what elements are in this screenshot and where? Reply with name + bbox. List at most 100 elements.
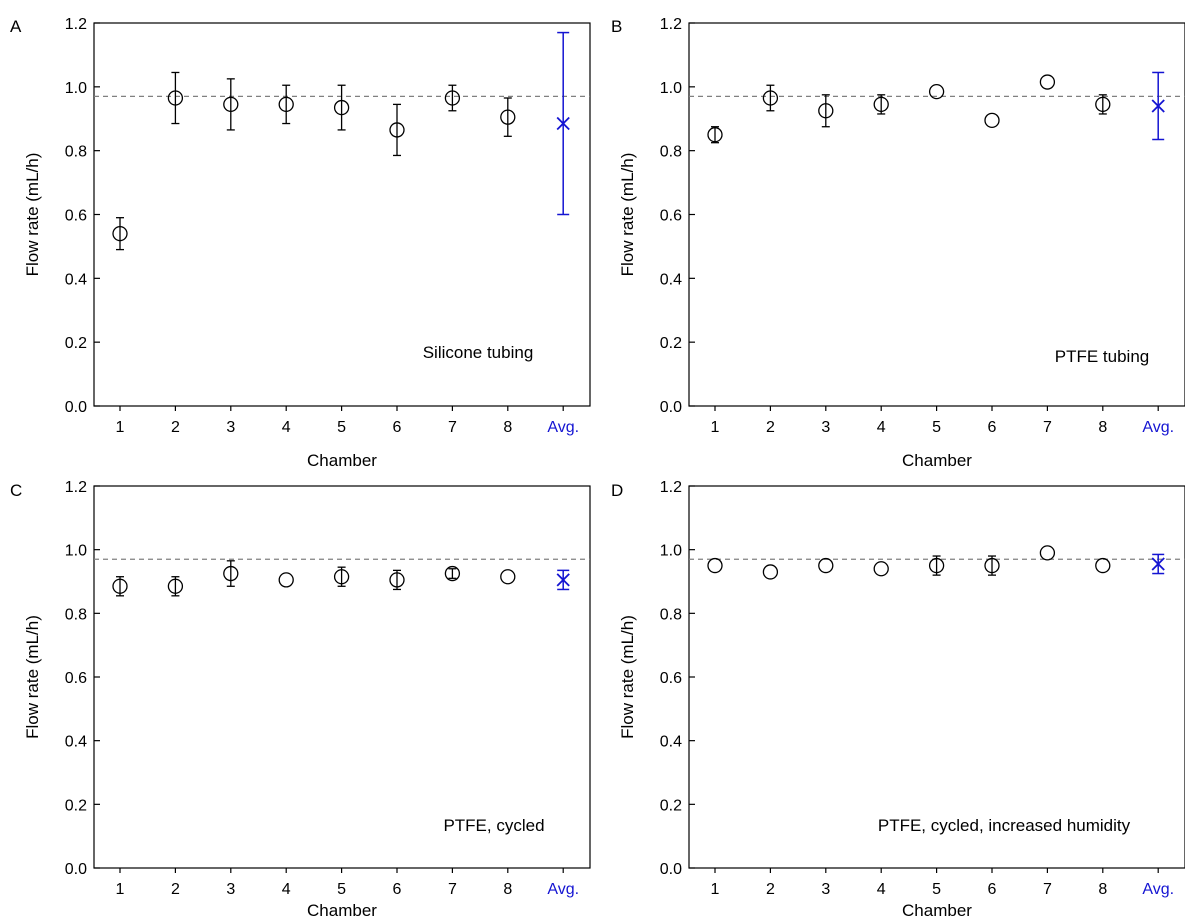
marker-circle [223,96,239,113]
panel-annotation: PTFE tubing [1055,347,1150,366]
data-point [500,97,516,137]
y-tick-label: 1.0 [660,543,682,560]
data-point [707,126,723,144]
x-tick-label: 4 [282,881,291,898]
panel-annotation: PTFE, cycled, increased humidity [878,816,1131,835]
y-axis-title: Flow rate (mL/h) [23,615,42,739]
panel-annotation: Silicone tubing [423,343,534,362]
y-tick-label: 0.4 [660,734,682,751]
x-tick-label: 7 [1043,419,1052,436]
y-tick-label: 0.6 [65,208,87,225]
x-tick-label: Avg. [1142,881,1174,898]
y-tick-label: 0.8 [660,606,682,623]
y-tick-label: 0.2 [660,335,682,352]
data-point [223,78,239,131]
x-axis-title: Chamber [902,901,972,920]
marker-circle [112,578,128,594]
x-tick-label: 2 [766,419,775,436]
x-tick-label: 4 [282,419,291,436]
data-point [333,84,350,131]
y-tick-label: 0.8 [65,144,87,161]
x-tick-label: 6 [988,419,997,436]
data-point [167,71,184,125]
avg-point [1151,553,1165,575]
marker-circle [873,561,889,577]
x-tick-label: 1 [711,419,720,436]
data-point [928,555,945,576]
data-point [1039,74,1056,90]
y-tick-label: 0.6 [660,208,682,225]
y-tick-label: 0.6 [660,670,682,687]
y-tick-label: 0.0 [65,399,87,416]
data-point [818,557,834,574]
y-tick-label: 1.0 [65,80,87,97]
x-tick-label: Avg. [547,419,579,436]
y-axis-title: Flow rate (mL/h) [618,615,637,739]
marker-circle [984,112,1000,128]
x-tick-label: 5 [932,881,941,898]
y-axis-title: Flow rate (mL/h) [23,153,42,277]
y-tick-label: 0.4 [660,271,682,288]
panel-letter: D [611,481,623,500]
data-point [112,576,128,597]
x-tick-label: 3 [821,419,830,436]
marker-circle [112,225,128,242]
y-tick-label: 0.2 [65,335,87,352]
marker-circle [278,96,294,113]
plot-frame [688,485,1185,869]
marker-circle [762,90,779,106]
panel-d: D 0.0 0.2 0.4 0.6 0.8 1.0 1.2 1 2 3 4 5 6 7 8 Avg. Chambe… [611,479,1185,920]
marker-circle [1039,545,1056,561]
data-point [278,572,294,588]
x-tick-label: 7 [1043,881,1052,898]
x-tick-label: 3 [226,419,235,436]
avg-point [556,31,570,216]
x-tick-label: 8 [1098,881,1107,898]
data-point [762,84,779,112]
marker-circle [167,578,184,594]
data-point [278,84,294,125]
x-axis-title: Chamber [307,901,377,920]
data-point [167,576,184,597]
x-tick-label: 5 [337,881,346,898]
x-tick-label: 6 [988,881,997,898]
x-tick-label: 1 [116,419,125,436]
marker-circle [333,99,350,116]
marker-circle [762,564,779,580]
data-point [928,83,945,100]
avg-point [1151,71,1165,141]
x-tick-label: 2 [171,881,180,898]
y-tick-label: 0.2 [65,797,87,814]
x-tick-label: 2 [171,419,180,436]
x-tick-label: 6 [393,881,402,898]
avg-point [556,569,570,591]
x-tick-label: 7 [448,881,457,898]
x-tick-label: Avg. [547,881,579,898]
data-point [500,569,516,585]
x-tick-label: 4 [877,419,886,436]
marker-circle [500,569,516,585]
x-tick-label: 1 [116,881,125,898]
marker-circle [873,96,889,113]
marker-circle [707,127,723,143]
y-tick-label: 0.8 [65,606,87,623]
y-tick-label: 1.0 [660,80,682,97]
marker-circle [928,557,945,574]
marker-circle [223,565,239,582]
y-tick-label: 0.4 [65,734,87,751]
data-point [112,217,128,251]
y-tick-label: 0.0 [660,399,682,416]
marker-circle [389,572,405,588]
data-point [984,112,1000,128]
y-axis-title: Flow rate (mL/h) [618,153,637,277]
marker-circle [1039,74,1056,90]
panel-letter: C [10,481,22,500]
panel-c: C 0.0 0.2 0.4 0.6 0.8 1.0 1.2 1 2 3 4 5 6 7 8 Avg. Chambe… [10,479,591,920]
data-point [818,94,834,128]
data-point [444,565,461,582]
marker-circle [444,565,461,582]
marker-circle [1095,96,1111,113]
data-point [707,557,723,574]
data-point [1039,545,1056,561]
